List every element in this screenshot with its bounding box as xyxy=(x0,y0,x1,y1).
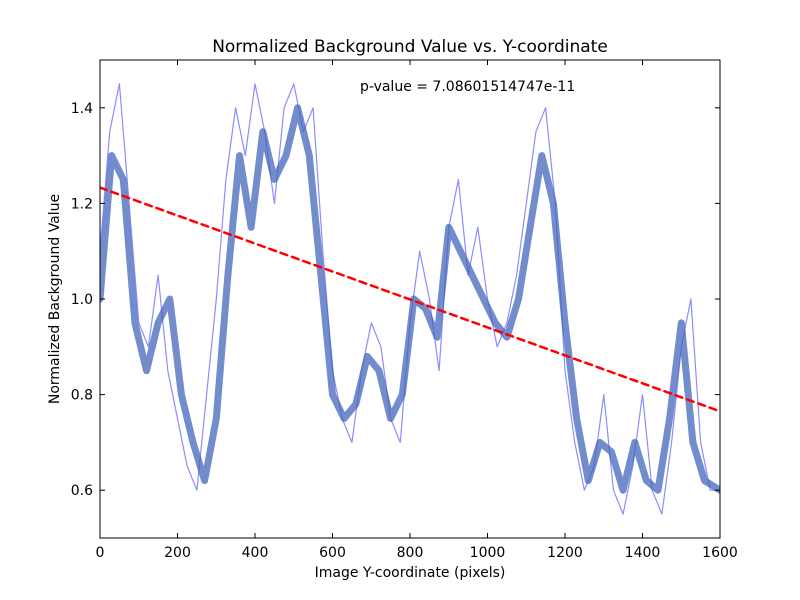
series-line-fit xyxy=(100,186,720,413)
y-tick-label: 1.0 xyxy=(71,292,93,308)
series-line-smooth xyxy=(100,104,720,494)
p-value-annotation: p-value = 7.08601514747e-11 xyxy=(360,79,575,95)
chart-title: Normalized Background Value vs. Y-coordi… xyxy=(212,37,608,57)
x-tick-label: 1000 xyxy=(470,545,506,561)
x-axis: 0 200 400 600 800 1000 1200 1400 1600 xyxy=(96,60,738,561)
x-tick-label: 1400 xyxy=(625,545,661,561)
x-tick-label: 800 xyxy=(397,545,424,561)
x-tick-label: 600 xyxy=(319,545,346,561)
x-tick-label: 1600 xyxy=(702,545,738,561)
x-tick-label: 0 xyxy=(96,545,105,561)
y-tick-label: 0.8 xyxy=(71,388,93,404)
x-tick-label: 200 xyxy=(164,545,191,561)
x-axis-label: Image Y-coordinate (pixels) xyxy=(315,565,506,581)
y-tick-label: 0.6 xyxy=(71,483,93,499)
y-tick-label: 1.4 xyxy=(71,101,93,117)
y-axis: 0.6 0.8 1.0 1.2 1.4 xyxy=(71,101,720,499)
y-axis-label: Normalized Background Value xyxy=(47,194,63,404)
series-layer xyxy=(100,83,720,515)
y-tick-label: 1.2 xyxy=(71,196,93,212)
x-tick-label: 1200 xyxy=(547,545,583,561)
x-tick-label: 400 xyxy=(242,545,269,561)
